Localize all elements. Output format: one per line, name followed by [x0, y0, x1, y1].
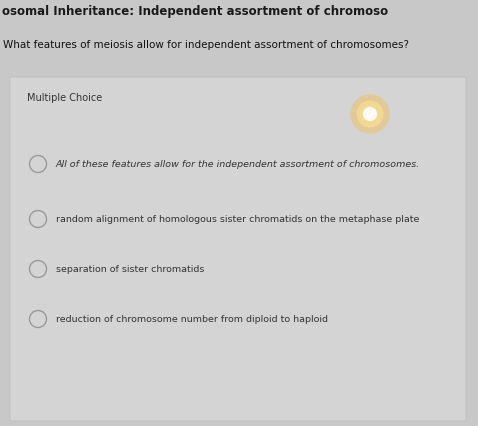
- Text: All of these features allow for the independent assortment of chromosomes.: All of these features allow for the inde…: [56, 160, 420, 169]
- Ellipse shape: [363, 107, 377, 122]
- Ellipse shape: [357, 101, 383, 128]
- Ellipse shape: [350, 95, 390, 135]
- Text: reduction of chromosome number from diploid to haploid: reduction of chromosome number from dipl…: [56, 315, 328, 324]
- Circle shape: [30, 261, 46, 278]
- Text: What features of meiosis allow for independent assortment of chromosomes?: What features of meiosis allow for indep…: [3, 40, 409, 50]
- Text: Multiple Choice: Multiple Choice: [27, 93, 102, 103]
- Circle shape: [30, 211, 46, 228]
- Text: separation of sister chromatids: separation of sister chromatids: [56, 265, 205, 274]
- FancyBboxPatch shape: [10, 78, 466, 421]
- Text: osomal Inheritance: Independent assortment of chromoso: osomal Inheritance: Independent assortme…: [2, 6, 388, 18]
- Circle shape: [30, 156, 46, 173]
- Text: random alignment of homologous sister chromatids on the metaphase plate: random alignment of homologous sister ch…: [56, 215, 419, 224]
- Circle shape: [30, 311, 46, 328]
